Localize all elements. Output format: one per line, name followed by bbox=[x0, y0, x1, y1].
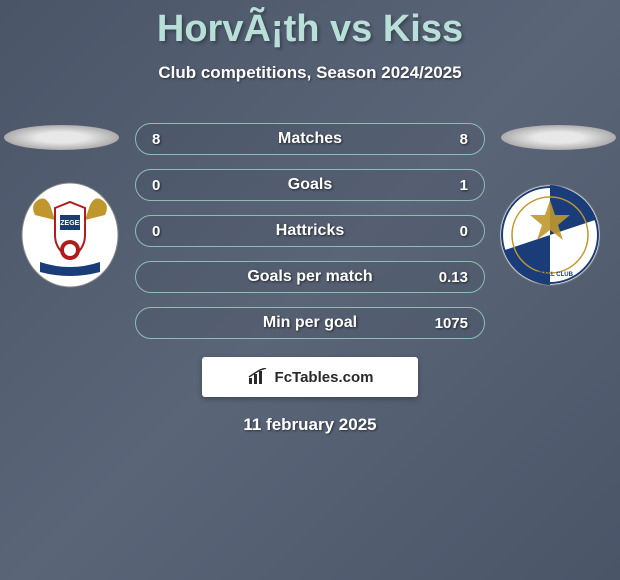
stat-right-value: 0.13 bbox=[439, 269, 468, 286]
watermark-text: FcTables.com bbox=[275, 369, 374, 386]
comparison-date: 11 february 2025 bbox=[0, 415, 620, 435]
stat-label: Goals per match bbox=[247, 268, 372, 286]
stat-left-value: 0 bbox=[152, 223, 160, 240]
stat-left-value: 0 bbox=[152, 177, 160, 194]
ellipse-shadow-left bbox=[4, 125, 119, 150]
stat-row-hattricks: 0 Hattricks 0 bbox=[135, 215, 485, 247]
stat-label: Goals bbox=[288, 176, 332, 194]
stat-row-min-per-goal: Min per goal 1075 bbox=[135, 307, 485, 339]
stat-row-matches: 8 Matches 8 bbox=[135, 123, 485, 155]
svg-text:FUTBALL CLUB: FUTBALL CLUB bbox=[527, 272, 574, 278]
stat-right-value: 0 bbox=[460, 223, 468, 240]
stat-right-value: 8 bbox=[460, 131, 468, 148]
team-crest-left: SZEGED bbox=[20, 180, 120, 290]
stat-right-value: 1075 bbox=[435, 315, 468, 332]
page-title: HorvÃ¡th vs Kiss bbox=[0, 0, 620, 51]
stats-container: 8 Matches 8 0 Goals 1 0 Hattricks 0 Goal… bbox=[135, 123, 485, 339]
stat-left-value: 8 bbox=[152, 131, 160, 148]
svg-text:SZEGED: SZEGED bbox=[56, 220, 85, 227]
stat-label: Matches bbox=[278, 130, 342, 148]
stat-label: Min per goal bbox=[263, 314, 357, 332]
watermark-badge: FcTables.com bbox=[202, 357, 418, 397]
stat-row-goals-per-match: Goals per match 0.13 bbox=[135, 261, 485, 293]
stat-right-value: 1 bbox=[460, 177, 468, 194]
chart-icon bbox=[247, 368, 269, 386]
team-crest-right: FUTBALL CLUB bbox=[500, 180, 600, 290]
stat-row-goals: 0 Goals 1 bbox=[135, 169, 485, 201]
ellipse-shadow-right bbox=[501, 125, 616, 150]
stat-label: Hattricks bbox=[276, 222, 344, 240]
page-subtitle: Club competitions, Season 2024/2025 bbox=[0, 63, 620, 83]
